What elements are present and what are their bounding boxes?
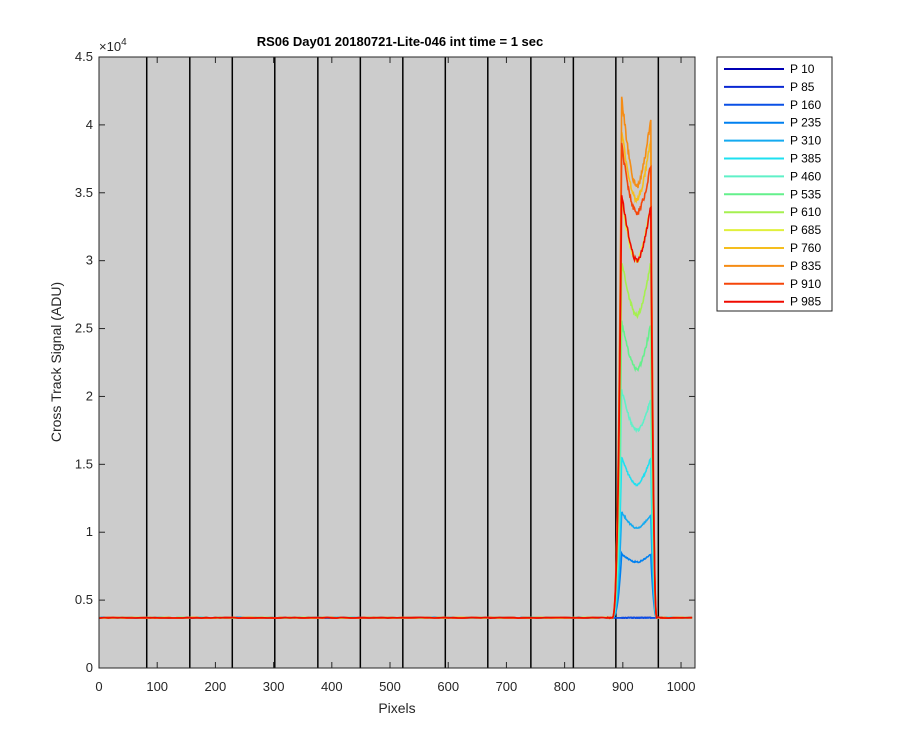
y-tick-label: 0.5 xyxy=(75,592,93,607)
legend-label: P 685 xyxy=(790,223,821,237)
legend-label: P 760 xyxy=(790,241,821,255)
legend-label: P 85 xyxy=(790,80,815,94)
x-tick-label: 300 xyxy=(263,679,285,694)
legend-label: P 535 xyxy=(790,187,821,201)
x-tick-label: 1000 xyxy=(667,679,696,694)
y-tick-label: 4 xyxy=(86,117,93,132)
legend-box xyxy=(716,56,833,312)
y-ticks-group: 0 0.5 1 1.5 2 2.5 3 3.5 4 4.5 xyxy=(75,49,695,675)
chart-title: RS06 Day01 20180721-Lite-046 int time = … xyxy=(257,34,544,49)
y-tick-label: 3 xyxy=(86,253,93,268)
x-tick-label: 800 xyxy=(554,679,576,694)
series-line xyxy=(98,195,693,620)
plot-frame xyxy=(98,56,696,669)
y-tick-label: 1.5 xyxy=(75,456,93,471)
x-tick-label: 900 xyxy=(612,679,634,694)
x-tick-label: 500 xyxy=(379,679,401,694)
legend-label: P 835 xyxy=(790,259,821,273)
legend: P 10 P 85 P 160 P 235 P 310 P 385 P 460 P 535 P … xyxy=(716,56,833,312)
x-axis-label: Pixels xyxy=(378,700,415,716)
legend-label: P 910 xyxy=(790,277,821,291)
legend-label: P 310 xyxy=(790,134,821,148)
y-tick-label: 3.5 xyxy=(75,185,93,200)
legend-label: P 985 xyxy=(790,295,821,309)
legend-label: P 460 xyxy=(790,169,821,183)
legend-label: P 235 xyxy=(790,116,821,130)
y-tick-label: 4.5 xyxy=(75,49,93,64)
x-tick-label: 400 xyxy=(321,679,343,694)
y-tick-label: 2 xyxy=(86,388,93,403)
y-tick-label: 0 xyxy=(86,660,93,675)
x-ticks-group: 0 100 200 300 400 500 600 700 800 900 1000 xyxy=(95,57,695,694)
vertical-lines-group xyxy=(145,57,660,668)
x-tick-label: 200 xyxy=(205,679,227,694)
y-exponent-label: ×104 xyxy=(99,37,127,54)
y-tick-label: 2.5 xyxy=(75,321,93,336)
y-exponent-base: ×10 xyxy=(99,39,121,54)
x-tick-label: 100 xyxy=(146,679,168,694)
x-tick-label: 600 xyxy=(437,679,459,694)
x-tick-label: 0 xyxy=(95,679,102,694)
series-group xyxy=(98,96,693,620)
legend-label: P 385 xyxy=(790,152,821,166)
y-tick-label: 1 xyxy=(86,524,93,539)
legend-label: P 610 xyxy=(790,205,821,219)
legend-label: P 160 xyxy=(790,98,821,112)
plot-background xyxy=(99,57,695,668)
x-tick-label: 700 xyxy=(496,679,518,694)
y-exponent-power: 4 xyxy=(121,37,127,48)
y-axis-label: Cross Track Signal (ADU) xyxy=(48,282,64,442)
legend-label: P 10 xyxy=(790,62,815,76)
